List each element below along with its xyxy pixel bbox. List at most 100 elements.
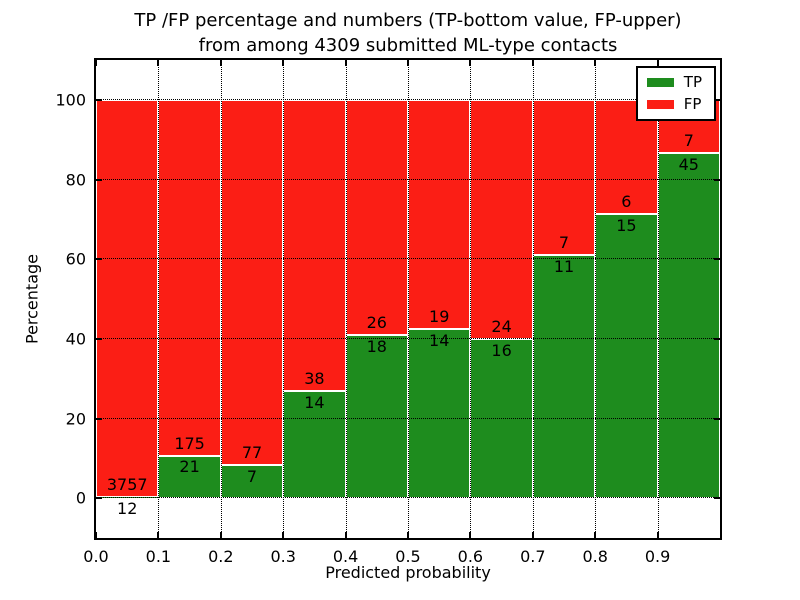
x-tick-mark-top <box>219 60 222 66</box>
x-tick-mark <box>531 532 534 538</box>
x-gridline <box>408 60 409 538</box>
x-tick-mark-top <box>407 60 409 66</box>
tp-count-label: 45 <box>678 155 699 175</box>
fp-count-label: 6 <box>621 191 632 211</box>
tp-count-label: 12 <box>117 498 138 518</box>
bar-segment-fp <box>220 99 284 465</box>
x-tick-mark-top <box>656 60 659 66</box>
x-tick-mark <box>469 532 472 538</box>
y-tick-mark-right <box>714 417 720 420</box>
chart-title-line1: TP /FP percentage and numbers (TP-bottom… <box>134 10 682 31</box>
x-gridline <box>220 60 222 538</box>
y-tick-mark-right <box>714 337 720 340</box>
x-tick-label: 0.7 <box>520 547 546 566</box>
x-tick-mark <box>407 532 409 538</box>
x-tick-mark <box>282 532 285 538</box>
x-tick-mark <box>95 532 97 538</box>
fp-count-label: 19 <box>429 307 450 327</box>
legend-swatch-tp <box>646 78 674 87</box>
x-tick-mark <box>656 532 659 538</box>
x-gridline <box>470 60 472 538</box>
x-gridline <box>657 60 659 538</box>
y-tick-label: 0 <box>75 488 86 508</box>
x-tick-mark-top <box>282 60 285 66</box>
x-tick-mark <box>344 532 347 538</box>
x-tick-label: 0.5 <box>395 547 421 566</box>
tp-count-label: 14 <box>429 331 450 351</box>
fp-count-label: 77 <box>241 442 263 462</box>
x-tick-label: 0.4 <box>332 547 359 566</box>
x-tick-label: 0.3 <box>270 547 296 566</box>
x-tick-mark-top <box>344 60 347 66</box>
x-tick-label: 0.8 <box>582 547 608 566</box>
fp-count-label: 38 <box>304 368 325 388</box>
bar-segment-fp <box>283 99 346 391</box>
y-tick-mark-right <box>714 178 720 181</box>
x-tick-label: 0.1 <box>145 547 172 566</box>
x-gridline <box>158 60 160 538</box>
bar-segment-tp <box>283 390 346 499</box>
x-gridline <box>595 60 597 538</box>
x-tick-mark-top <box>469 60 472 66</box>
tp-count-label: 16 <box>491 340 512 360</box>
x-tick-mark <box>219 532 222 538</box>
x-tick-mark <box>594 532 597 538</box>
x-tick-label: 0.2 <box>208 547 234 566</box>
fp-count-label: 7 <box>683 131 694 151</box>
fp-count-label: 24 <box>491 316 512 336</box>
x-tick-label: 0.0 <box>83 547 109 566</box>
tp-count-label: 11 <box>553 256 575 276</box>
tp-count-label: 14 <box>304 392 325 412</box>
bar-segment-fp <box>96 99 159 497</box>
x-tick-mark-top <box>594 60 597 66</box>
x-tick-label: 0.9 <box>644 547 671 566</box>
tp-count-label: 21 <box>179 457 200 477</box>
bar-segment-tp <box>470 338 533 499</box>
y-tick-label: 100 <box>55 90 86 110</box>
y-tick-mark-right <box>714 497 720 500</box>
fp-count-label: 3757 <box>106 474 148 494</box>
y-tick-label: 20 <box>65 409 86 428</box>
plot-area: TP FP 3757 12 175 21 77 7 38 14 26 18 19 14 24 16 7 11 6… <box>55 58 722 566</box>
fp-count-label: 26 <box>366 313 387 333</box>
legend-swatch-fp <box>646 100 674 109</box>
y-tick-mark <box>96 337 102 340</box>
bar-segment-tp <box>595 213 658 499</box>
y-tick-mark <box>96 417 102 420</box>
y-tick-mark-right <box>714 258 720 261</box>
y-tick-label: 40 <box>65 329 86 349</box>
chart-title-line2: from among 4309 submitted ML-type contac… <box>198 35 618 56</box>
y-tick-mark <box>96 258 102 261</box>
x-gridline <box>345 60 347 538</box>
x-tick-label: 0.6 <box>457 547 484 566</box>
y-tick-mark <box>96 178 102 181</box>
bar-segment-fp <box>532 99 596 255</box>
x-tick-mark-top <box>157 60 160 66</box>
legend-label-fp: FP <box>683 95 702 113</box>
legend-entry-tp: TP <box>646 75 702 90</box>
x-axis-label: Predicted probability <box>325 563 491 582</box>
x-tick-mark-top <box>95 60 97 66</box>
x-gridline <box>532 60 534 538</box>
x-tick-mark-top <box>531 60 534 66</box>
bar-segment-fp <box>470 99 533 339</box>
y-tick-mark <box>96 98 102 101</box>
chart-title: TP /FP percentage and numbers (TP-bottom… <box>96 8 720 58</box>
bar-segment-fp <box>408 99 471 330</box>
bar-segment-tp <box>158 455 221 499</box>
bar-segment-tp <box>532 254 596 499</box>
x-gridline <box>283 60 285 538</box>
bar-segment-fp <box>158 99 221 456</box>
bar-segment-tp <box>408 329 471 499</box>
y-tick-mark-right <box>714 98 720 101</box>
y-tick-label: 60 <box>65 249 86 269</box>
x-tick-mark <box>157 532 160 538</box>
tp-count-label: 7 <box>246 466 258 486</box>
bar-segment-tp <box>345 335 408 499</box>
bar-segment-tp <box>657 153 720 499</box>
fp-count-label: 7 <box>558 232 570 252</box>
legend: TP FP <box>635 66 716 121</box>
tp-count-label: 18 <box>366 337 387 357</box>
tp-count-label: 15 <box>616 215 637 235</box>
